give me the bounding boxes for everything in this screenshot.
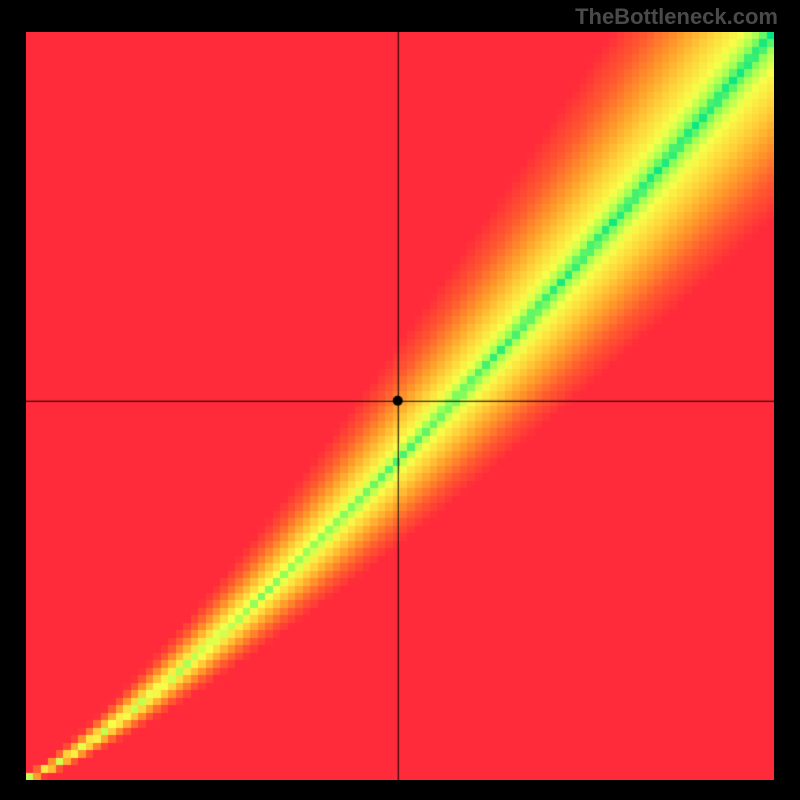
heatmap-canvas <box>26 32 774 780</box>
watermark-label: TheBottleneck.com <box>575 4 778 30</box>
chart-container: TheBottleneck.com <box>0 0 800 800</box>
